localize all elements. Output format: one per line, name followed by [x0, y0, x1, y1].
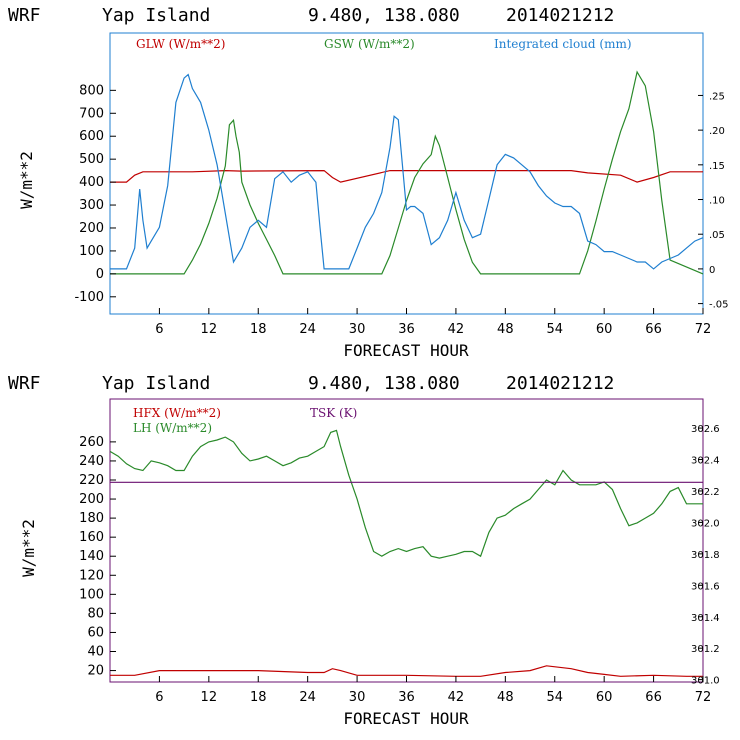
series-line	[110, 665, 703, 677]
y-tick-label: 0	[96, 267, 104, 282]
y-tick-label: 300	[79, 198, 104, 213]
top-header-place: Yap Island	[102, 5, 210, 26]
y-tick-label: 260	[79, 435, 104, 450]
series-line	[109, 429, 703, 559]
x-tick-label: 24	[299, 690, 316, 705]
bottom-header-coords: 9.480, 138.080	[308, 373, 460, 394]
legend-cloud: Integrated cloud (mm)	[494, 37, 632, 51]
bottom-header-place: Yap Island	[102, 373, 210, 394]
y2-tick-label: 302.0	[691, 518, 720, 529]
top-chart: WRF Yap Island 9.480, 138.080 2014021212…	[8, 5, 729, 360]
legend-lh: LH (W/m**2)	[133, 421, 212, 435]
y2-tick-label: 0	[709, 265, 715, 276]
top-header-model: WRF	[8, 5, 41, 26]
x-tick-label: 18	[250, 690, 267, 705]
x-tick-label: 30	[349, 322, 366, 337]
y2-tick-label: 301.6	[691, 581, 720, 592]
bottom-x-axis-label: FORECAST HOUR	[343, 709, 469, 728]
x-tick-label: 42	[448, 322, 465, 337]
bottom-header-model: WRF	[8, 373, 41, 394]
y-tick-label: 120	[79, 568, 104, 583]
bottom-axes: 6 12 18 24 30 36 42 48 54 60 66 72 20 40 60 80 100 120 140…	[79, 424, 719, 705]
top-axes: 6 12 18 24 30 36 42 48 54 60 66 72 -100 0 100 200 300 400…	[74, 83, 728, 337]
y-tick-label: 200	[79, 221, 104, 236]
x-tick-label: 60	[596, 690, 613, 705]
y-tick-label: 40	[87, 645, 104, 660]
y-tick-label: 220	[79, 473, 104, 488]
y2-tick-label: 302.4	[691, 456, 720, 467]
y2-tick-label: .20	[709, 126, 725, 137]
y-tick-label: 200	[79, 492, 104, 507]
top-x-axis-label: FORECAST HOUR	[343, 341, 469, 360]
x-tick-label: 12	[201, 322, 218, 337]
x-tick-label: 24	[299, 322, 316, 337]
y2-tick-label: 301.4	[691, 613, 720, 624]
x-tick-label: 48	[497, 690, 514, 705]
y-tick-label: 20	[87, 664, 104, 679]
legend-gsw: GSW (W/m**2)	[324, 37, 415, 51]
y2-tick-label: 301.2	[691, 644, 720, 655]
bottom-plot-frame	[109, 398, 704, 683]
x-tick-label: 66	[645, 690, 662, 705]
bottom-header-run: 2014021212	[506, 373, 614, 394]
y-tick-label: 600	[79, 129, 104, 144]
x-tick-label: 6	[155, 322, 163, 337]
y2-tick-label: 301.8	[691, 550, 720, 561]
y-tick-label: 160	[79, 530, 104, 545]
x-tick-label: 54	[546, 322, 563, 337]
x-tick-label: 72	[695, 690, 712, 705]
y-tick-label: 400	[79, 175, 104, 190]
top-header-coords: 9.480, 138.080	[308, 5, 460, 26]
legend-glw: GLW (W/m**2)	[136, 37, 225, 51]
x-tick-label: 36	[398, 322, 415, 337]
y2-tick-label: 302.2	[691, 487, 720, 498]
bottom-y-axis-label: W/m**2	[19, 519, 38, 577]
y2-tick-label: .10	[709, 196, 725, 207]
legend-tsk: TSK (K)	[310, 406, 357, 420]
y2-tick-label: 301.0	[691, 676, 720, 687]
y-tick-label: 80	[87, 606, 104, 621]
y-tick-label: 180	[79, 511, 104, 526]
series-line	[110, 169, 703, 183]
y-tick-label: 500	[79, 152, 104, 167]
y2-tick-label: .15	[709, 161, 725, 172]
y2-tick-label: 302.6	[691, 424, 720, 435]
bottom-chart: WRF Yap Island 9.480, 138.080 2014021212…	[8, 373, 720, 728]
x-tick-label: 60	[596, 322, 613, 337]
series-line	[110, 70, 704, 275]
y-tick-label: 100	[79, 587, 104, 602]
y-tick-label: 800	[79, 83, 104, 98]
x-tick-label: 6	[155, 690, 163, 705]
x-tick-label: 66	[645, 322, 662, 337]
legend-hfx: HFX (W/m**2)	[133, 406, 221, 420]
x-tick-label: 18	[250, 322, 267, 337]
x-tick-label: 36	[398, 690, 415, 705]
top-plot-frame	[109, 32, 704, 315]
y-tick-label: 700	[79, 106, 104, 121]
y2-tick-label: .25	[709, 91, 725, 102]
y-tick-label: -100	[74, 290, 104, 305]
top-series-glw	[110, 169, 703, 183]
x-tick-label: 42	[448, 690, 465, 705]
bottom-series-lh	[109, 429, 703, 559]
y-tick-label: 240	[79, 454, 104, 469]
x-tick-label: 48	[497, 322, 514, 337]
x-tick-label: 12	[201, 690, 218, 705]
y-tick-label: 140	[79, 549, 104, 564]
series-line	[110, 73, 704, 270]
x-tick-label: 72	[695, 322, 712, 337]
x-tick-label: 30	[349, 690, 366, 705]
top-series-cloud	[110, 73, 704, 270]
y-tick-label: 60	[87, 625, 104, 640]
y2-tick-label: .05	[709, 230, 725, 241]
bottom-series-hfx	[110, 665, 703, 677]
x-tick-label: 54	[546, 690, 563, 705]
top-y-axis-label: W/m**2	[17, 151, 36, 209]
y2-tick-label: -.05	[709, 300, 729, 311]
top-header-run: 2014021212	[506, 5, 614, 26]
y-tick-label: 100	[79, 244, 104, 259]
top-series-gsw	[110, 70, 704, 275]
